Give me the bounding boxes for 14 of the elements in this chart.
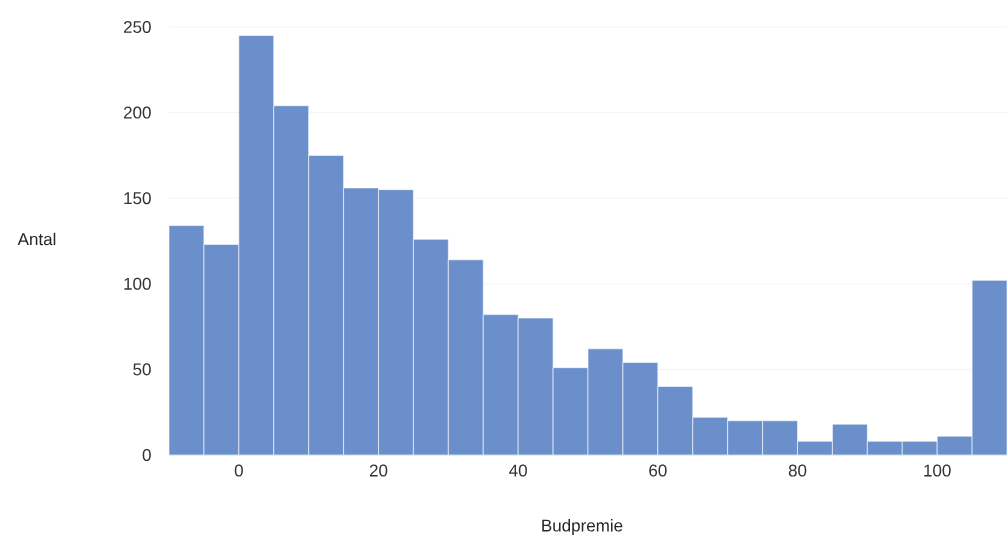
y-tick-label: 250 [123, 20, 151, 34]
y-tick-label: 50 [133, 363, 151, 376]
x-tick-label: 60 [649, 464, 667, 477]
x-tick-label: 40 [509, 464, 527, 477]
x-tick-label: 80 [788, 464, 807, 477]
x-tick-label: 0 [234, 464, 243, 477]
x-axis-title: Budpremie [542, 519, 623, 535]
y-tick-label: 100 [124, 277, 151, 290]
y-tick-label: 200 [123, 106, 151, 119]
y-axis-title: Antal [17, 232, 56, 246]
x-tick-label: 100 [924, 464, 951, 477]
y-tick-label: 0 [142, 448, 151, 462]
x-tick-label: 20 [369, 464, 388, 477]
y-tick-label: 150 [124, 192, 151, 205]
